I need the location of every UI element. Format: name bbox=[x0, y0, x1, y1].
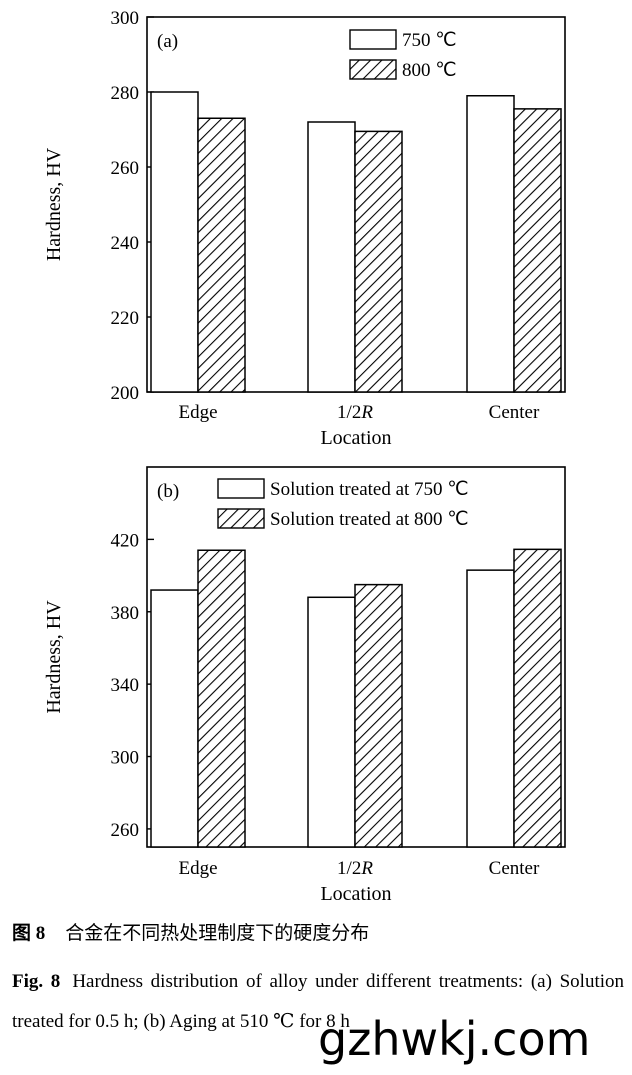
y-tick-label: 340 bbox=[111, 675, 140, 696]
caption-cn-label: 图 8 bbox=[12, 923, 45, 944]
y-tick-label: 260 bbox=[111, 158, 140, 179]
caption-cn-text: 合金在不同热处理制度下的硬度分布 bbox=[65, 923, 369, 944]
legend-swatch bbox=[218, 479, 264, 498]
chart-panel-a: 200 220 240 260 280 300 Edge 1/2R Center (a) 750 ℃… bbox=[43, 8, 565, 449]
y-tick-label: 240 bbox=[111, 233, 140, 254]
bar-series1-edge bbox=[151, 92, 198, 392]
bar-series2-1-2r bbox=[355, 131, 402, 392]
caption-chinese: 图 8 合金在不同热处理制度下的硬度分布 bbox=[12, 921, 624, 947]
panel-label: (b) bbox=[157, 481, 179, 502]
x-tick-label: 1/2R bbox=[337, 402, 373, 423]
x-axis-title: Location bbox=[320, 427, 391, 449]
caption-en-label: Fig. 8 bbox=[12, 971, 60, 992]
legend-swatch bbox=[218, 509, 264, 528]
legend-swatch bbox=[350, 30, 396, 49]
y-axis-title: Hardness, HV bbox=[43, 147, 65, 261]
y-tick-label: 280 bbox=[111, 83, 140, 104]
x-tick-label: 1/2R bbox=[337, 858, 373, 879]
bar-series2-center bbox=[514, 109, 561, 392]
bar-series1-center bbox=[467, 96, 514, 392]
bar-series1-center bbox=[467, 570, 514, 847]
y-tick-label: 380 bbox=[111, 603, 140, 624]
x-tick-label: Center bbox=[489, 402, 540, 423]
bar-series1-edge bbox=[151, 590, 198, 847]
bar-series2-1-2r bbox=[355, 585, 402, 847]
y-tick-label: 420 bbox=[111, 530, 140, 551]
y-tick-label: 260 bbox=[111, 820, 140, 841]
y-tick-label: 220 bbox=[111, 308, 140, 329]
x-tick-label-part: 1/2 bbox=[337, 858, 361, 879]
x-tick-label-part: 1/2 bbox=[337, 402, 361, 423]
x-tick-label-part: R bbox=[360, 402, 373, 423]
legend-label: Solution treated at 750 ℃ bbox=[270, 479, 469, 500]
legend-swatch bbox=[350, 60, 396, 79]
x-tick-label-part: R bbox=[360, 858, 373, 879]
legend-label: 800 ℃ bbox=[402, 60, 457, 81]
y-tick-label: 300 bbox=[111, 748, 140, 769]
x-tick-label: Edge bbox=[178, 402, 217, 423]
panel-label: (a) bbox=[157, 31, 178, 52]
x-axis-title: Location bbox=[320, 883, 391, 905]
x-tick-label: Edge bbox=[178, 858, 217, 879]
legend-label: 750 ℃ bbox=[402, 30, 457, 51]
y-tick-label: 200 bbox=[111, 383, 140, 404]
y-axis-title: Hardness, HV bbox=[43, 600, 65, 714]
bar-series1-1-2r bbox=[308, 122, 355, 392]
bar-series2-edge bbox=[198, 118, 245, 392]
bar-series2-center bbox=[514, 549, 561, 847]
watermark: gzhwkj.com bbox=[318, 1012, 590, 1066]
x-tick-label: Center bbox=[489, 858, 540, 879]
chart-panel-b: 260 300 340 380 420 Edge 1/2R Center (b) Solution… bbox=[43, 467, 565, 905]
bar-series2-edge bbox=[198, 550, 245, 847]
bar-series1-1-2r bbox=[308, 597, 355, 847]
y-tick-label: 300 bbox=[111, 8, 140, 29]
legend-label: Solution treated at 800 ℃ bbox=[270, 509, 469, 530]
